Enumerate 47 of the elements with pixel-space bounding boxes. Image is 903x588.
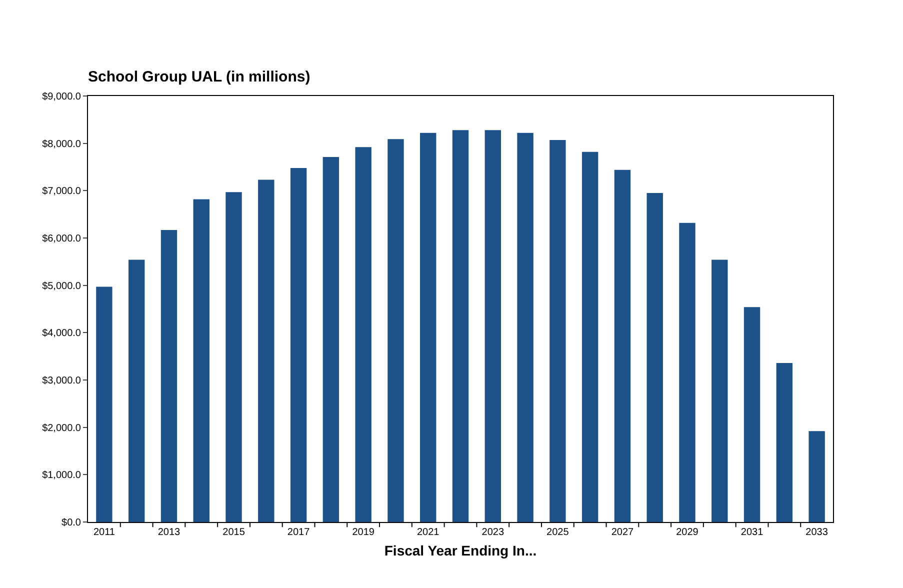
bar [96,286,112,522]
x-tick-label: 2021 [416,527,440,538]
bar [258,180,274,522]
bar [712,260,728,522]
bar [420,132,436,522]
y-tick-label: $6,000.0 [42,234,82,244]
bar [226,192,242,522]
y-tick-label: $9,000.0 [42,92,82,102]
bar [290,168,307,522]
bar [517,132,534,522]
x-tick-label: 2017 [287,527,310,538]
bar [193,199,210,522]
x-tick-label: 2013 [158,527,181,538]
bar [388,139,404,522]
y-tick-label: $8,000.0 [42,138,82,150]
y-tick-label: $2,000.0 [42,422,82,434]
bar [808,431,825,522]
bar [128,260,145,522]
bar [355,147,372,522]
x-tick-label: 2031 [740,527,764,538]
bar [582,152,598,522]
x-tick-label: 2033 [806,527,828,538]
bar [646,193,663,522]
x-axis-title: Fiscal Year Ending In... [384,542,537,558]
bar [452,130,469,522]
x-tick-label: 2029 [676,527,699,538]
y-tick-label: $7,000.0 [42,186,82,198]
y-tick-label: $1,000.0 [42,470,82,482]
bar [776,362,793,522]
x-tick-label: 2023 [482,527,504,538]
y-tick-label: $0.0 [62,518,82,528]
bar [550,140,566,522]
chart-title: School Group UAL (in millions) [88,68,310,86]
y-tick-label: $4,000.0 [42,328,82,340]
y-tick-label: $3,000.0 [42,376,82,386]
x-tick-label: 2027 [611,527,634,538]
x-tick-label: 2019 [352,527,375,538]
bar [679,222,696,522]
bar [614,170,631,522]
y-tick-label: $5,000.0 [42,280,82,292]
x-tick-label: 2015 [222,527,246,538]
x-tick-label: 2011 [93,527,116,538]
bar [484,130,501,522]
x-tick-label: 2025 [546,527,570,538]
bar [744,307,760,522]
bar [160,230,178,522]
bar [322,157,340,522]
